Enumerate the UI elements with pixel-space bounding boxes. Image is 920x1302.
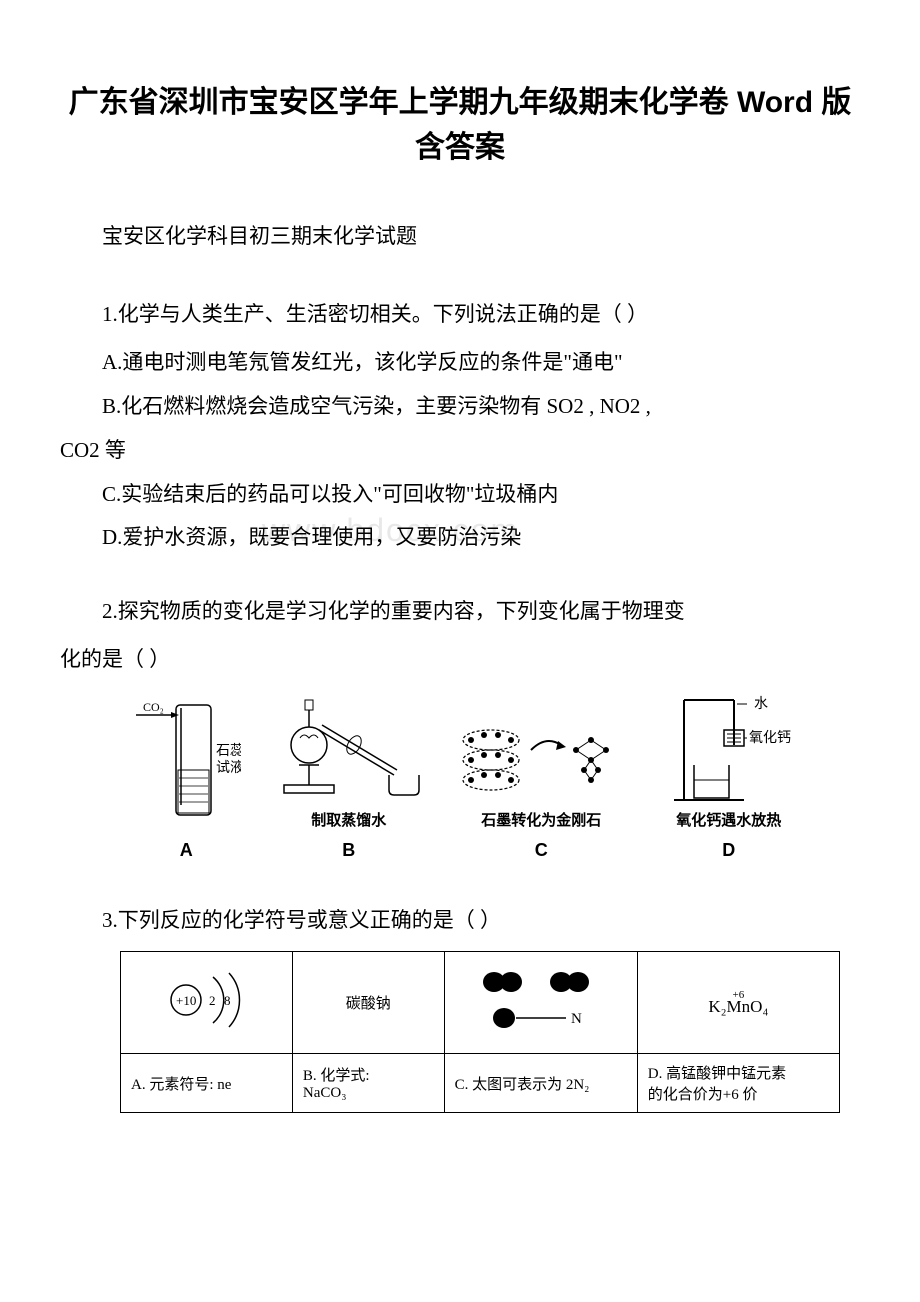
q3-table: +10 2 8 碳酸钠 N +6 K₂MnO₄ A. 元素符号 [120, 951, 840, 1113]
q2-fig-d-caption: 氧化钙遇水放热 [676, 809, 781, 830]
q2-fig-c-label: C [535, 840, 548, 861]
q3-r2c2-l2: NaCO₃ [303, 1085, 434, 1102]
q1-option-d: D.爱护水资源，既要合理使用，又要防治污染 www.bdocx.com [60, 518, 860, 558]
q3-r1c4-formula: K₂MnO₄ [648, 997, 829, 1017]
q1-option-b-line2: CO2 等 [60, 431, 860, 471]
q3-r1c2: 碳酸钠 [292, 952, 444, 1054]
q3-table-row1: +10 2 8 碳酸钠 N +6 K₂MnO₄ [121, 952, 840, 1054]
q3-table-row2: A. 元素符号: ne B. 化学式: NaCO₃ C. 太图可表示为 2N₂ … [121, 1054, 840, 1113]
q1-stem: 1.化学与人类生产、生活密切相关。下列说法正确的是（ ） [60, 295, 860, 335]
q3-r2c2-l1: B. 化学式: [303, 1064, 434, 1085]
q3-atom-icon: +10 2 8 [151, 965, 261, 1035]
q3-r1c4: +6 K₂MnO₄ [637, 952, 839, 1054]
q1-option-a: A.通电时测电笔氖管发红光，该化学反应的条件是"通电" [60, 343, 860, 383]
q3-stem: 3.下列反应的化学符号或意义正确的是（ ） [60, 901, 860, 941]
q2-fig-d-label: D [722, 840, 735, 861]
q3-r2c3: C. 太图可表示为 2N₂ [444, 1054, 637, 1113]
q2-fig-a-svg: CO₂ 石蕊 试液 [131, 700, 241, 830]
q2-fig-b-svg [264, 690, 434, 805]
page-title: 广东省深圳市宝安区学年上学期九年级期末化学卷 Word 版 含答案 [60, 80, 860, 170]
q2-figure-row: CO₂ 石蕊 试液 A 制取蒸馏水 B [120, 690, 820, 861]
q2-stem-line2: 化的是（ ） [60, 640, 860, 680]
q2-fig-c: 石墨转化为金刚石 C [456, 705, 626, 861]
q2-fig-c-svg [456, 705, 626, 805]
q3-r2c1: A. 元素符号: ne [121, 1054, 293, 1113]
q2-stem-line1: 2.探究物质的变化是学习化学的重要内容，下列变化属于物理变 [60, 592, 860, 632]
q2-fig-b-label: B [342, 840, 355, 861]
q2-fig-d-svg: 水 氧化钙 [649, 690, 809, 805]
q2-fig-a-co2: CO₂ [143, 700, 164, 714]
q2-fig-a-t3: 试液 [216, 760, 241, 776]
q2-fig-d-t1: 水 [754, 696, 768, 712]
q3-r1c3: N [444, 952, 637, 1054]
q3-r1c1: +10 2 8 [121, 952, 293, 1054]
q3-r2c4: D. 高锰酸钾中锰元素 的化合价为+6 价 [637, 1054, 839, 1113]
q3-r2c2: B. 化学式: NaCO₃ [292, 1054, 444, 1113]
q2-fig-a: CO₂ 石蕊 试液 A [131, 700, 241, 861]
q2-fig-b-caption: 制取蒸馏水 [311, 809, 386, 830]
q3-r2c4-l1: D. 高锰酸钾中锰元素 [648, 1062, 829, 1083]
q2-fig-d-t2: 氧化钙 [749, 730, 791, 746]
q3-shell1: 2 [209, 993, 216, 1008]
q3-r1c3-label: N [571, 1011, 582, 1027]
q3-atom-core: +10 [176, 993, 196, 1008]
q3-shell2: 8 [224, 993, 231, 1008]
q1-option-d-text: D.爱护水资源，既要合理使用，又要防治污染 [102, 525, 521, 549]
q2-fig-b: 制取蒸馏水 B [264, 690, 434, 861]
q2-fig-a-t2: 石蕊 [216, 743, 241, 759]
q3-r2c4-l2: 的化合价为+6 价 [648, 1083, 829, 1104]
q2-fig-d: 水 氧化钙 氧化钙遇水放热 D [649, 690, 809, 861]
q3-molecule-icon: N [456, 960, 626, 1040]
q2-fig-c-caption: 石墨转化为金刚石 [481, 809, 601, 830]
q2-fig-a-label: A [180, 840, 193, 861]
q1-option-c: C.实验结束后的药品可以投入"可回收物"垃圾桶内 [60, 475, 860, 515]
subtitle: 宝安区化学科目初三期末化学试题 [60, 220, 860, 250]
q1-option-b-line1: B.化石燃料燃烧会造成空气污染，主要污染物有 SO2 , NO2 , [60, 387, 860, 427]
